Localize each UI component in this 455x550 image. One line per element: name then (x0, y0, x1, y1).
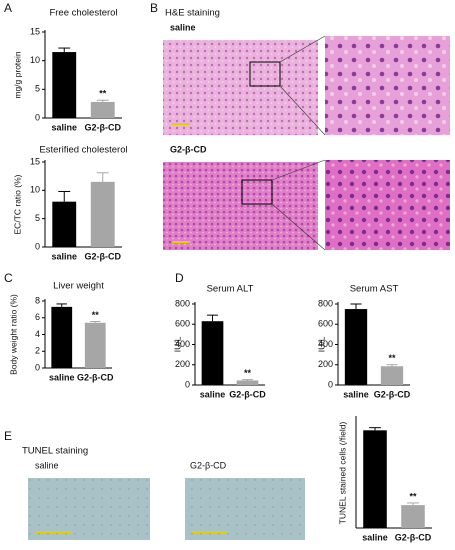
y-tick-label: 2 (35, 346, 40, 356)
bar (52, 52, 77, 118)
y-tick-label: 4 (35, 329, 40, 339)
significance: ** (99, 89, 107, 99)
x-tick-label: saline (200, 389, 226, 399)
bar (90, 101, 115, 118)
panel-label: B (150, 1, 158, 15)
y-tick-label: 6 (35, 312, 40, 322)
x-tick-label: G2-β-CD (77, 372, 114, 382)
panel-label: C (4, 271, 13, 285)
chart-title: Liver weight (53, 281, 104, 292)
x-tick-label: G2-β-CD (395, 532, 432, 542)
x-tick-label: saline (362, 532, 388, 542)
y-axis-label: EC/TC ratio (%) (12, 174, 22, 234)
tunel-image (28, 478, 150, 540)
y-tick-label: 15 (30, 156, 40, 166)
x-tick-label: saline (49, 372, 75, 382)
x-tick-label: G2-β-CD (374, 389, 411, 399)
zoom-box (249, 61, 281, 87)
y-tick-label: 600 (175, 319, 190, 329)
tunel-image (185, 478, 305, 540)
zoom-line (271, 203, 326, 251)
histology-image (163, 40, 318, 135)
histology-image (163, 162, 318, 250)
y-tick-label: 5 (35, 213, 40, 223)
x-tick-label: G2-β-CD (85, 122, 122, 132)
y-tick-label: 0 (35, 241, 40, 251)
y-axis-label: mg/g protein (12, 51, 22, 99)
chart-title: Serum ALT (207, 284, 254, 295)
bar (84, 322, 106, 368)
zoom-line (279, 35, 326, 63)
significance: ** (409, 491, 417, 501)
x-tick-label: saline (343, 389, 369, 399)
y-tick-label: 5 (35, 84, 40, 94)
zoom-line (271, 159, 326, 181)
y-tick-label: 10 (30, 185, 40, 195)
panel-label: E (4, 429, 12, 443)
y-tick-label: 800 (175, 298, 190, 308)
image-label: G2-β-CD (190, 460, 227, 470)
bar (201, 321, 224, 385)
image-label: saline (35, 460, 59, 470)
y-tick-label: 10 (30, 55, 40, 65)
bar (90, 181, 115, 247)
y-axis-label: IU/L (172, 336, 182, 352)
y-tick-label: 0 (185, 379, 190, 389)
bar (401, 505, 425, 528)
y-tick-label: 400 (175, 339, 190, 349)
panel-label: D (175, 271, 184, 285)
y-tick-label: 400 (318, 339, 333, 349)
y-tick-label: 200 (318, 359, 333, 369)
y-tick-label: 800 (318, 298, 333, 308)
y-tick-label: 0 (35, 112, 40, 122)
panel-title: H&E staining (165, 8, 220, 19)
chart-title: Free cholesterol (49, 8, 117, 19)
y-tick-label: 0 (35, 362, 40, 372)
y-axis-label: Body weight ratio (%) (8, 294, 18, 375)
image-label: G2-β-CD (170, 144, 207, 154)
bar (51, 306, 73, 368)
significance: ** (92, 310, 100, 320)
x-tick-label: saline (51, 122, 77, 132)
y-tick-label: 600 (318, 319, 333, 329)
y-tick-label: 0 (328, 379, 333, 389)
bar (344, 309, 368, 385)
image-label: saline (170, 22, 196, 32)
chart-title: Esterified cholesterol (39, 145, 127, 156)
x-tick-label: G2-β-CD (85, 251, 122, 261)
zoom-box (241, 179, 273, 205)
bar (380, 366, 404, 385)
bar (52, 201, 77, 247)
y-tick-label: 15 (30, 26, 40, 36)
significance: ** (388, 353, 396, 363)
chart-title: Serum AST (350, 284, 399, 295)
y-axis-label: IU/L (316, 336, 326, 352)
histology-zoom (325, 160, 450, 250)
bar (363, 430, 387, 528)
y-tick-label: 8 (35, 295, 40, 305)
y-tick-label: 200 (175, 359, 190, 369)
panel-label: A (4, 1, 12, 15)
significance: ** (244, 368, 252, 378)
x-tick-label: G2-β-CD (229, 389, 266, 399)
panel-title: TUNEL staining (22, 446, 88, 457)
x-tick-label: saline (51, 251, 77, 261)
bar (236, 380, 259, 385)
zoom-line (279, 85, 326, 136)
y-axis-label: TUNEL stained cells (/field) (337, 422, 347, 525)
histology-zoom (325, 36, 450, 135)
